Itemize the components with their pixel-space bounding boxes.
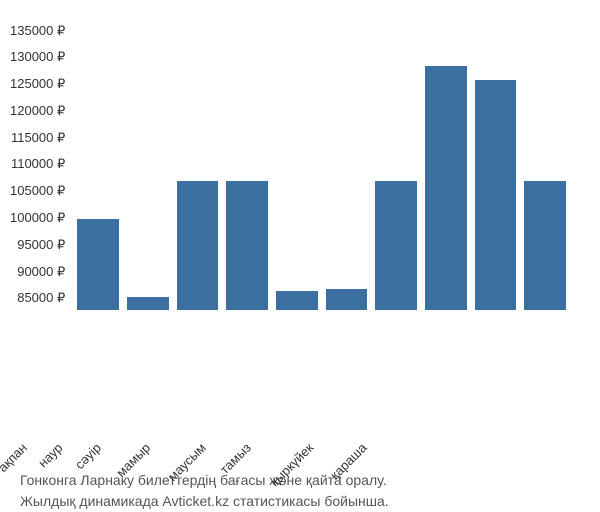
bars-container: [73, 30, 570, 310]
y-axis: 85000 ₽90000 ₽95000 ₽100000 ₽105000 ₽110…: [10, 30, 73, 298]
plot-area: [73, 30, 570, 310]
bar: [425, 66, 467, 310]
bar: [77, 219, 119, 310]
bar: [375, 181, 417, 310]
x-axis: желтоқсанқаңтарақпаннаурсәуірмамырмаусым…: [95, 440, 570, 455]
bar: [127, 297, 169, 310]
bar: [276, 291, 318, 310]
bar: [524, 181, 566, 310]
chart-container: 85000 ₽90000 ₽95000 ₽100000 ₽105000 ₽110…: [10, 20, 570, 370]
bar: [177, 181, 219, 310]
bar: [475, 80, 517, 310]
x-tick: сәуір: [72, 440, 104, 472]
bar: [326, 289, 368, 310]
bar: [226, 181, 268, 310]
caption-line-2: Жылдық динамикада Avticket.kz статистика…: [20, 491, 570, 512]
x-tick: наур: [35, 440, 65, 470]
caption-line-1: Гонконга Ларнаку билеттердің бағасы және…: [20, 470, 570, 491]
x-axis-wrapper: желтоқсанқаңтарақпаннаурсәуірмамырмаусым…: [95, 370, 570, 450]
